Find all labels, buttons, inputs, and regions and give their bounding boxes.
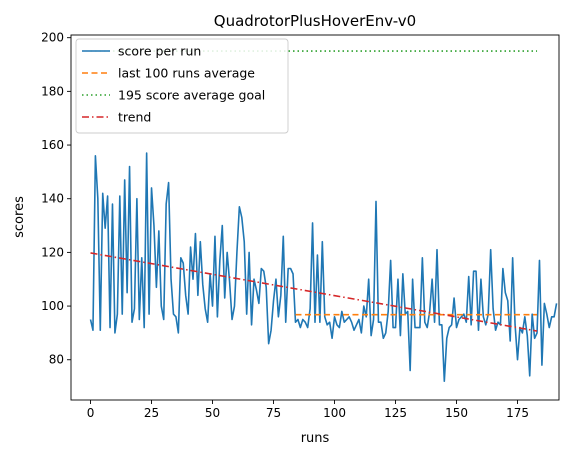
x-tick-label: 75 <box>266 406 281 420</box>
x-tick-label: 0 <box>87 406 95 420</box>
x-axis-label: runs <box>301 431 330 446</box>
legend: score per run last 100 runs average 195 sc… <box>75 38 289 134</box>
y-tick-label: 140 <box>41 192 64 206</box>
x-tick-label: 50 <box>205 406 220 420</box>
legend-label-1: last 100 runs average <box>118 66 255 81</box>
x-tick-label: 25 <box>144 406 159 420</box>
y-axis-label: scores <box>12 196 27 238</box>
y-tick-label: 160 <box>41 138 64 152</box>
y-tick-label: 80 <box>49 353 64 367</box>
legend-label-2: 195 score average goal <box>118 88 265 103</box>
x-tick-label: 175 <box>506 406 529 420</box>
legend-label-0: score per run <box>118 44 201 59</box>
y-tick-label: 200 <box>41 31 64 45</box>
x-tick-label: 150 <box>445 406 468 420</box>
chart-title: QuadrotorPlusHoverEnv-v0 <box>214 12 416 30</box>
series-line-3 <box>90 252 538 332</box>
legend-box <box>75 38 289 134</box>
y-tick-label: 120 <box>41 245 64 259</box>
y-tick-label: 180 <box>41 84 64 98</box>
y-tick-label: 100 <box>41 299 64 313</box>
axes-frame <box>70 34 560 401</box>
axes: 0 25 50 75 100 125 150 175 80 100 120 140 160 180 200 <box>41 31 560 420</box>
legend-label-3: trend <box>118 110 151 125</box>
series-line-0 <box>89 152 558 383</box>
x-tick-label: 100 <box>323 406 346 420</box>
plot-lines <box>89 50 558 383</box>
x-tick-label: 125 <box>384 406 407 420</box>
